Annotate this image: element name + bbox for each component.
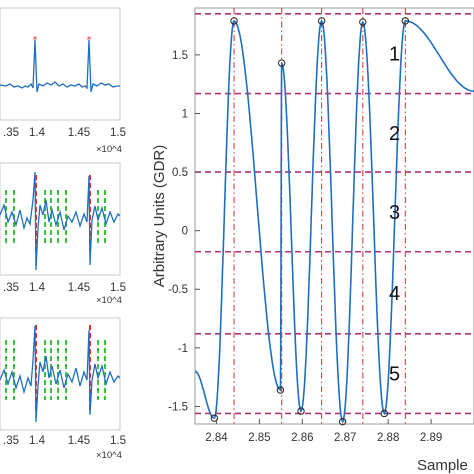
left-top-frame: [0, 7, 121, 121]
left-bottom-panel: .35 1.4 1.45 1.5 ×10^4: [0, 317, 126, 461]
extremum-marker: [359, 18, 367, 26]
left-middle-xtick-3: 1.5: [110, 282, 126, 294]
extremum-marker: [401, 17, 410, 25]
y-tick-label: 1: [182, 108, 188, 120]
left-middle-xtick-0: .35: [3, 282, 19, 294]
left-middle-red-markers: [35, 175, 91, 250]
left-middle-xtick-2: 1.45: [68, 282, 90, 294]
band-number-label: 2: [389, 123, 400, 145]
left-bottom-xtick-0: .35: [3, 435, 19, 447]
y-tick-label: -1: [178, 343, 188, 355]
left-bottom-xtick-1: 1.4: [29, 435, 46, 447]
left-bottom-xtick-3: 1.5: [110, 435, 126, 447]
main-panel: 1.5 1 0.5 0 -0.5 -1 -1.5 2.84 2.85 2.86 2.87 2.88 2…: [151, 7, 474, 474]
x-tick-label: 2.89: [420, 432, 442, 444]
left-top-xtick-2: 1.45: [68, 127, 90, 139]
y-tick-label: 0: [182, 226, 188, 238]
y-tick-label: 0.5: [172, 167, 188, 179]
extremum-marker: [338, 417, 347, 426]
x-tick-label: 2.84: [205, 432, 228, 444]
extremum-marker: [380, 409, 388, 418]
band-number-label: 3: [389, 202, 400, 224]
extremum-marker: [210, 414, 219, 422]
y-tick-label: -1.5: [168, 401, 188, 413]
band-number-label: 5: [389, 364, 400, 386]
y-tick-label: 1.5: [172, 50, 188, 62]
main-plot-frame: [194, 7, 474, 425]
left-middle-frame: [0, 162, 121, 276]
left-middle-exponent: ×10^4: [96, 295, 122, 306]
main-y-axis-label: Arbitrary Units (GDR): [151, 145, 168, 288]
left-top-peak-2: *: [87, 35, 92, 46]
extremum-marker: [278, 59, 286, 67]
left-top-exponent: ×10^4: [96, 144, 122, 155]
left-top-xtick-0: .35: [3, 127, 19, 139]
extremum-marker: [276, 386, 285, 394]
left-bottom-frame: [0, 317, 121, 431]
left-top-xtick-1: 1.4: [29, 127, 46, 139]
left-middle-panel: .35 1.4 1.45 1.5 ×10^4: [0, 162, 126, 306]
left-top-xtick-3: 1.5: [110, 127, 126, 139]
left-bottom-green-markers: [5, 340, 106, 400]
left-middle-xtick-1: 1.4: [29, 282, 46, 294]
band-number-label: 4: [389, 283, 400, 305]
left-bottom-signal: [0, 325, 121, 423]
main-x-axis-label: Sample: [417, 457, 468, 474]
x-tick-label: 2.86: [291, 432, 313, 444]
left-bottom-xtick-2: 1.45: [68, 435, 90, 447]
y-tick-label: -0.5: [168, 284, 188, 296]
extremum-marker: [230, 17, 238, 25]
left-bottom-exponent: ×10^4: [96, 450, 122, 461]
x-tick-label: 2.87: [334, 432, 356, 444]
left-top-peak-1: *: [33, 35, 38, 46]
extremum-marker: [317, 17, 326, 25]
x-tick-label: 2.85: [248, 432, 270, 444]
left-top-signal: [0, 39, 120, 93]
band-number-label: 1: [389, 44, 400, 66]
left-top-panel: * * .35 1.4 1.45 1.5 ×10^4: [0, 7, 126, 155]
extremum-marker: [297, 407, 305, 415]
x-tick-label: 2.88: [377, 432, 399, 444]
left-middle-signal: [0, 171, 121, 271]
main-signal-line: [194, 19, 474, 424]
